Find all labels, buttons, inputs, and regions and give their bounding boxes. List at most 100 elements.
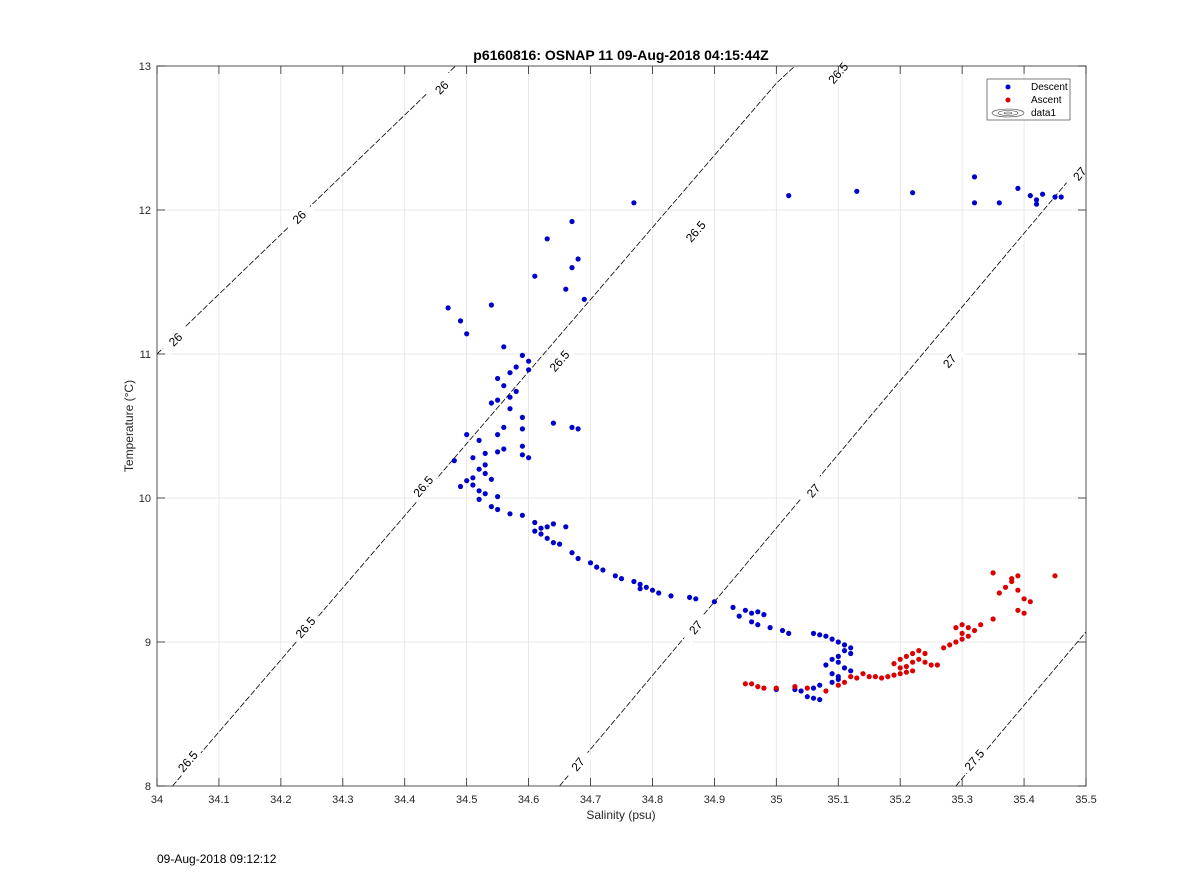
y-tick-label: 12 <box>139 205 151 217</box>
descent-point <box>829 636 835 642</box>
ascent-point <box>854 675 860 681</box>
ascent-point <box>1021 596 1027 602</box>
x-tick-label: 34.9 <box>704 794 725 806</box>
descent-point <box>786 193 792 199</box>
contour-label-bg <box>1064 157 1095 190</box>
descent-point <box>445 305 451 311</box>
descent-point <box>457 483 464 490</box>
contour-label-bg <box>407 469 439 503</box>
descent-point <box>829 679 835 685</box>
descent-point <box>482 450 488 456</box>
descent-point <box>835 639 841 645</box>
descent-point <box>464 331 470 337</box>
descent-point <box>532 273 538 279</box>
descent-point <box>687 594 693 601</box>
descent-point <box>804 694 810 700</box>
descent-point <box>532 519 538 526</box>
legend-box <box>986 78 1071 121</box>
ascent-point <box>848 674 854 680</box>
descent-point <box>841 648 848 654</box>
descent-point <box>575 555 581 562</box>
descent-point <box>544 524 550 530</box>
descent-point <box>581 296 587 302</box>
footer-timestamp: 09-Aug-2018 09:12:12 <box>157 852 277 866</box>
descent-point <box>519 352 526 358</box>
contour-label: 26 <box>283 201 316 233</box>
descent-point <box>495 432 501 438</box>
descent-point <box>507 511 513 517</box>
descent-point <box>569 424 575 430</box>
descent-point <box>495 506 501 513</box>
axes-box <box>156 65 1087 787</box>
descent-point <box>544 236 550 242</box>
descent-point <box>668 593 674 599</box>
ascent-point <box>755 684 761 690</box>
ascent-point <box>996 590 1002 596</box>
contour-label-bg <box>159 323 192 356</box>
descent-point <box>507 406 513 412</box>
y-tick-label: 8 <box>145 781 151 793</box>
descent-point <box>563 286 569 292</box>
descent-point <box>971 200 978 206</box>
descent-point <box>786 630 792 637</box>
descent-point <box>569 550 575 556</box>
ascent-point <box>971 627 978 634</box>
ascent-point <box>891 672 897 678</box>
ascent-point <box>1002 584 1009 590</box>
ascent-point <box>953 625 959 631</box>
ascent-point <box>965 633 971 639</box>
descent-point <box>810 695 817 701</box>
descent-point <box>544 535 550 541</box>
contour-label-bg <box>283 201 316 233</box>
descent-point <box>749 610 755 616</box>
descent-point <box>618 576 625 582</box>
descent-point <box>829 656 835 662</box>
descent-point <box>829 671 835 677</box>
descent-point <box>464 432 470 438</box>
descent-point <box>507 394 513 400</box>
descent-point <box>637 586 643 592</box>
descent-point <box>1027 193 1033 199</box>
descent-point <box>798 688 804 694</box>
contour-label: 27 <box>562 747 594 781</box>
descent-point <box>495 494 501 500</box>
ascent-point <box>990 570 996 576</box>
ascent-point <box>897 671 903 677</box>
contour-label-bg <box>289 611 321 644</box>
y-tick-label: 11 <box>140 349 151 361</box>
ascent-point <box>1052 573 1058 579</box>
descent-point <box>637 581 643 588</box>
ascent-point <box>903 669 910 675</box>
contour-label-bg <box>425 71 458 104</box>
descent-point <box>538 525 544 531</box>
legend-data1-label: data1 <box>1031 108 1056 119</box>
descent-point <box>1040 191 1046 197</box>
x-tick-label: 34.7 <box>580 794 601 806</box>
descent-point <box>482 470 488 477</box>
contour-label: 27 <box>933 344 965 378</box>
contour-label-bg <box>562 747 594 781</box>
ascent-point <box>1015 573 1021 579</box>
descent-point <box>501 424 507 430</box>
descent-point <box>532 528 538 534</box>
contour-label: 27 <box>1064 157 1095 190</box>
descent-point <box>767 625 773 631</box>
contour-label: 26 <box>425 71 458 104</box>
x-tick-label: 34.1 <box>208 794 229 806</box>
ascent-point <box>897 656 903 662</box>
x-tick-label: 34 <box>151 794 163 806</box>
ascent-point <box>804 685 810 691</box>
descent-point <box>526 455 532 461</box>
legend: Descent Ascent data1 <box>986 78 1071 121</box>
y-tick-label: 13 <box>139 61 151 73</box>
descent-point <box>507 370 513 376</box>
y-tick-label: 10 <box>139 493 151 505</box>
ascent-point <box>1009 576 1015 582</box>
ascent-point <box>761 685 767 691</box>
descent-point <box>823 633 829 639</box>
ascent-point <box>959 636 965 642</box>
descent-point <box>910 190 916 196</box>
x-tick-label: 35.3 <box>951 794 972 806</box>
x-tick-label: 35.4 <box>1013 794 1034 806</box>
